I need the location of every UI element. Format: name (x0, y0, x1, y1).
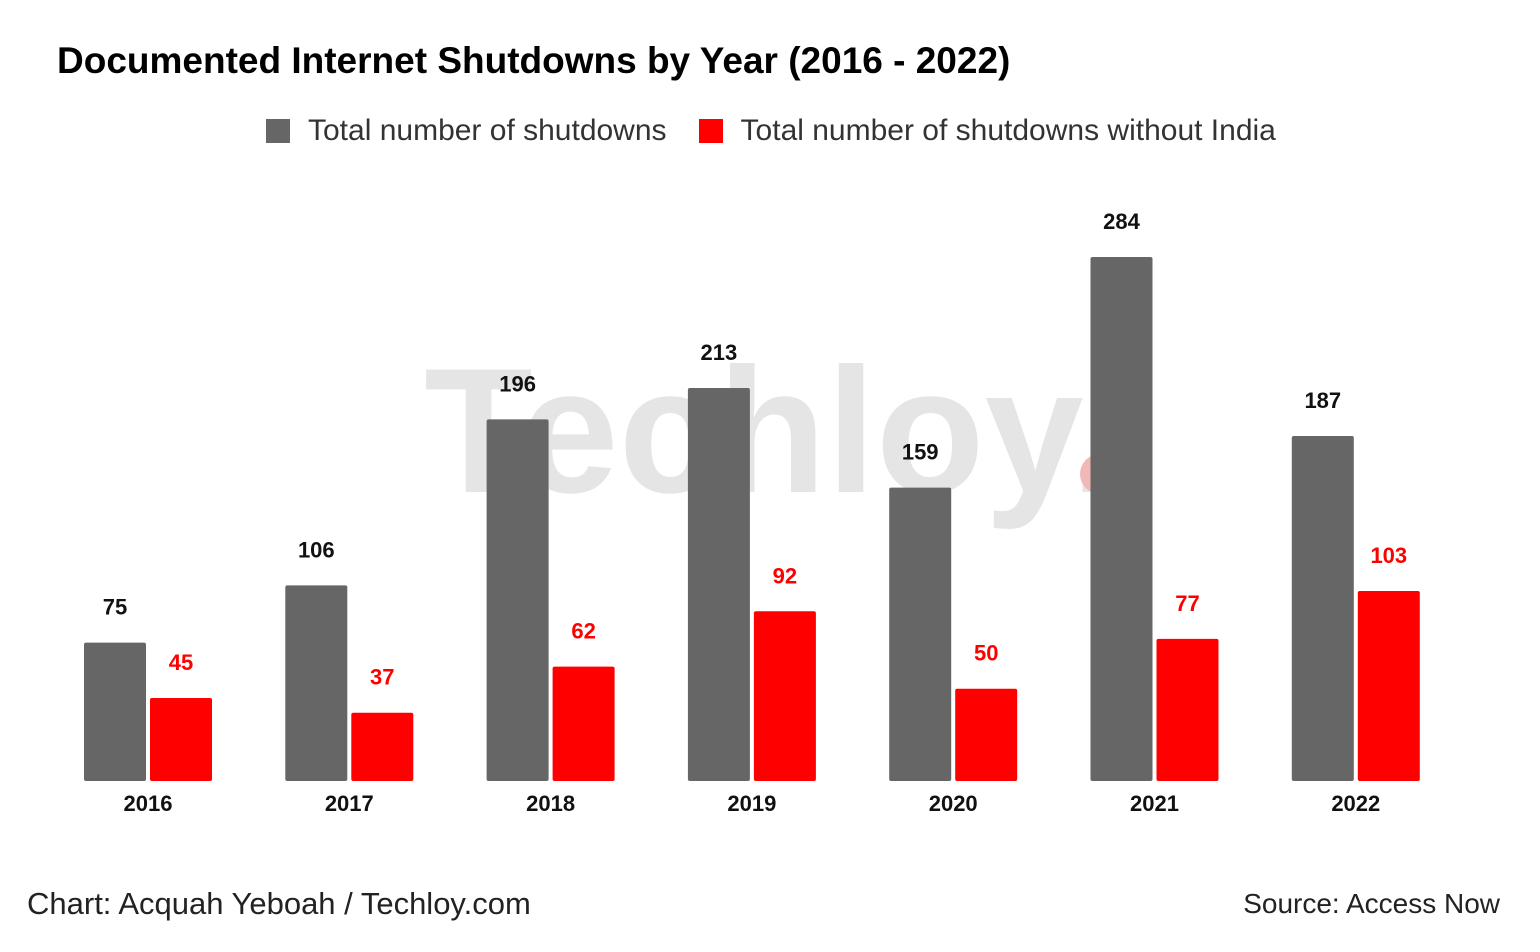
data-labels: 75 45 106 37 196 62 213 92 159 50 284 77 187 103 (103, 209, 1407, 690)
data-label-without-india-2018: 62 (571, 619, 595, 644)
bar-without-india-2019 (753, 611, 816, 781)
data-label-total-2020: 159 (902, 440, 939, 465)
chart-title: Documented Internet Shutdowns by Year (2… (57, 40, 1011, 81)
legend: Total number of shutdowns Total number o… (266, 114, 1308, 148)
bar-total-2020 (889, 487, 952, 781)
data-label-without-india-2016: 45 (169, 650, 193, 675)
data-label-total-2019: 213 (701, 340, 738, 365)
x-tick-label-2017: 2017 (325, 791, 374, 816)
bar-total-2022 (1291, 435, 1354, 781)
x-tick-label-2022: 2022 (1331, 791, 1380, 816)
bar-total-2019 (687, 388, 750, 781)
data-label-total-2018: 196 (499, 371, 536, 396)
x-tick-label-2016: 2016 (124, 791, 173, 816)
bar-without-india-2018 (552, 666, 615, 781)
x-tick-label-2018: 2018 (526, 791, 575, 816)
data-label-without-india-2020: 50 (974, 641, 998, 666)
bar-total-2018 (486, 419, 549, 781)
bar-total-2016 (84, 642, 146, 781)
bar-total-2017 (285, 585, 348, 781)
legend-swatch-total (266, 119, 290, 143)
chart-source: Source: Access Now (1243, 888, 1500, 919)
data-label-without-india-2022: 103 (1370, 543, 1407, 568)
data-label-without-india-2019: 92 (773, 563, 797, 588)
legend-label-without-india: Total number of shutdowns without India (740, 114, 1276, 147)
legend-item-total: Total number of shutdowns (266, 114, 667, 148)
data-label-without-india-2017: 37 (370, 665, 394, 690)
data-label-total-2016: 75 (103, 595, 127, 620)
bar-without-india-2020 (955, 688, 1018, 781)
bar-without-india-2017 (351, 712, 414, 781)
bar-without-india-2021 (1156, 638, 1219, 781)
x-tick-label-2019: 2019 (727, 791, 776, 816)
chart-credit: Chart: Acquah Yeboah / Techloy.com (27, 886, 531, 921)
bar-total-2021 (1090, 257, 1153, 781)
legend-item-without-india: Total number of shutdowns without India (698, 114, 1276, 148)
data-label-without-india-2021: 77 (1175, 591, 1199, 616)
x-tick-label-2020: 2020 (929, 791, 978, 816)
data-label-total-2021: 284 (1103, 209, 1140, 234)
x-tick-label-2021: 2021 (1130, 791, 1179, 816)
legend-swatch-without-india (698, 119, 723, 143)
data-label-total-2022: 187 (1304, 388, 1341, 413)
legend-label-total: Total number of shutdowns (308, 114, 667, 147)
x-axis: 2016 2017 2018 2019 2020 2021 2022 (124, 791, 1381, 816)
bar-without-india-2022 (1357, 590, 1420, 781)
bars (84, 257, 1420, 781)
data-label-total-2017: 106 (298, 537, 335, 562)
bar-without-india-2016 (150, 697, 212, 781)
